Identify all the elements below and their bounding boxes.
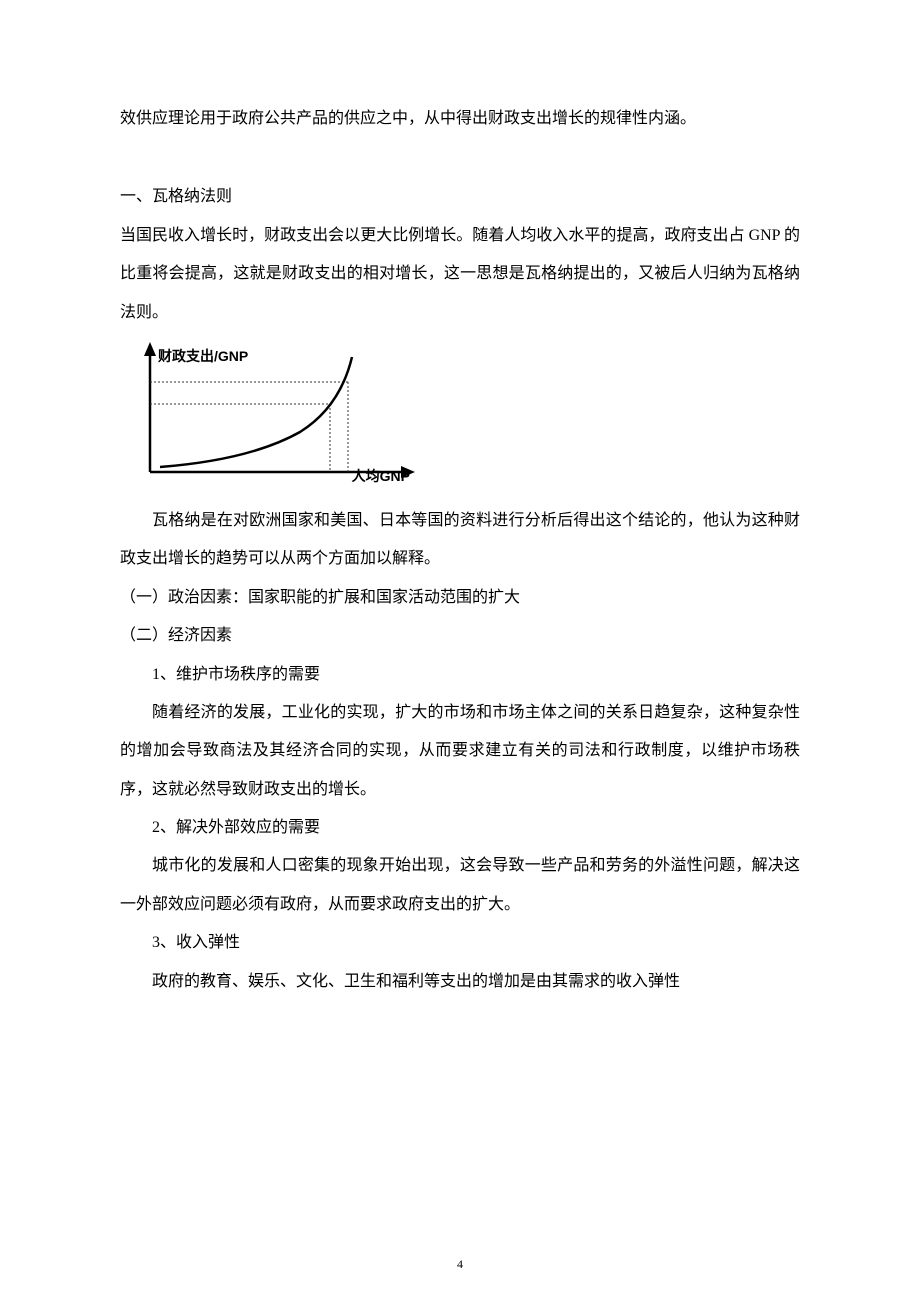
spacer bbox=[120, 138, 800, 178]
document-content: 效供应理论用于政府公共产品的供应之中，从中得出财政支出增长的规律性内涵。 一、瓦… bbox=[120, 100, 800, 1001]
y-axis-arrow-icon bbox=[144, 342, 156, 356]
sub-3-title: 3、收入弹性 bbox=[120, 924, 800, 962]
sub-1-title: 1、维护市场秩序的需要 bbox=[120, 656, 800, 694]
point-2: （二）经济因素 bbox=[120, 617, 800, 655]
intro-paragraph: 效供应理论用于政府公共产品的供应之中，从中得出财政支出增长的规律性内涵。 bbox=[120, 100, 800, 138]
page-number: 4 bbox=[457, 1257, 463, 1272]
sub-1-body: 随着经济的发展，工业化的实现，扩大的市场和市场主体之间的关系日趋复杂，这种复杂性… bbox=[120, 694, 800, 809]
chart-x-axis-label: 人均GNP bbox=[352, 460, 410, 494]
section-body-2: 瓦格纳是在对欧洲国家和美国、日本等国的资料进行分析后得出这个结论的，他认为这种财… bbox=[120, 502, 800, 579]
point-1: （一）政治因素：国家职能的扩展和国家活动范围的扩大 bbox=[120, 579, 800, 617]
sub-2-body: 城市化的发展和人口密集的现象开始出现，这会导致一些产品和劳务的外溢性问题，解决这… bbox=[120, 847, 800, 924]
sub-3-body: 政府的教育、娱乐、文化、卫生和福利等支出的增加是由其需求的收入弹性 bbox=[120, 963, 800, 1001]
chart-y-axis-label: 财政支出/GNP bbox=[158, 340, 248, 374]
section-body-1: 当国民收入增长时，财政支出会以更大比例增长。随着人均收入水平的提高，政府支出占 … bbox=[120, 217, 800, 332]
sub-2-title: 2、解决外部效应的需要 bbox=[120, 809, 800, 847]
section-title: 一、瓦格纳法则 bbox=[120, 178, 800, 216]
wagner-law-chart: 财政支出/GNP 人均GNP bbox=[130, 342, 420, 492]
